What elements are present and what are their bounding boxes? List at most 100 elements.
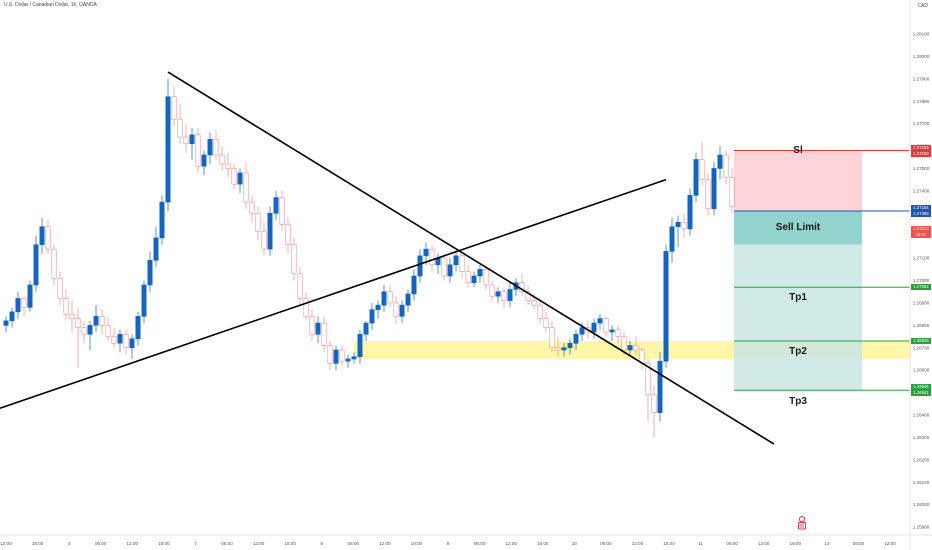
candle-body bbox=[459, 255, 465, 272]
x-tick-label: 06:00 bbox=[348, 541, 360, 546]
candle-body bbox=[663, 251, 669, 362]
currency-label: CAD bbox=[917, 3, 928, 9]
candle-body bbox=[321, 322, 327, 346]
x-tick-label: 06:00 bbox=[95, 541, 107, 546]
candle-body bbox=[717, 154, 723, 169]
candle-body bbox=[627, 345, 633, 351]
candle-body bbox=[297, 273, 303, 299]
candle-body bbox=[195, 134, 201, 167]
candle-body bbox=[687, 195, 693, 230]
candle-body bbox=[279, 197, 285, 225]
x-tick-label: 12:00 bbox=[127, 541, 139, 546]
y-tick-label: 1.27400 bbox=[913, 188, 930, 193]
chart-title: U.S. Dollar / Canadian Dollar, 1h, OANDA bbox=[4, 2, 97, 8]
candle-body bbox=[165, 96, 171, 203]
x-tick-label: 18:00 bbox=[663, 541, 675, 546]
candle-body bbox=[93, 316, 99, 326]
candle-body bbox=[153, 237, 159, 261]
time-axis[interactable]: 12:00 18:00 4 06:00 12:00 18:00 7 06:00 12:00 18:… bbox=[0, 534, 932, 546]
x-tick-label: 18:00 bbox=[790, 541, 802, 546]
y-tick-label: 1.27500 bbox=[913, 166, 930, 171]
candle-body bbox=[405, 293, 411, 306]
candle-body bbox=[237, 172, 243, 185]
x-tick-label: 14 bbox=[824, 541, 830, 546]
candle-body bbox=[63, 298, 69, 315]
candle-body bbox=[471, 275, 477, 284]
y-tick-label: 1.26700 bbox=[913, 345, 930, 350]
candle-body bbox=[225, 163, 231, 169]
x-tick-label: 8 bbox=[320, 541, 323, 546]
candle-body bbox=[21, 298, 27, 308]
candle-body bbox=[711, 168, 717, 210]
x-tick-label: 7 bbox=[194, 541, 197, 546]
candle-body bbox=[357, 333, 363, 357]
y-tick-label: 1.26600 bbox=[913, 368, 930, 373]
x-tick-label: 12:00 bbox=[379, 541, 391, 546]
candle-body bbox=[699, 159, 705, 180]
sell-limit-label: Sell Limit bbox=[775, 221, 821, 233]
candle-body bbox=[315, 322, 321, 335]
tradingview-logo-icon[interactable] bbox=[796, 516, 808, 530]
candle-body bbox=[483, 268, 489, 286]
candle-body bbox=[291, 244, 297, 275]
candle-body bbox=[27, 284, 33, 308]
candle-body bbox=[99, 316, 105, 326]
price-tag-entry: 1.27399 bbox=[911, 211, 931, 218]
y-tick-label: 1.28000 bbox=[913, 54, 930, 59]
candle-body bbox=[489, 284, 495, 297]
y-tick-label: 1.26000 bbox=[913, 502, 930, 507]
candle-body bbox=[675, 221, 681, 228]
x-tick-label: 18:00 bbox=[537, 541, 549, 546]
y-tick-label: 1.26200 bbox=[913, 457, 930, 462]
candle-body bbox=[579, 327, 585, 335]
candle-body bbox=[81, 327, 87, 335]
tp3-label: Tp3 bbox=[789, 396, 807, 408]
candle-body bbox=[705, 179, 711, 210]
stop-loss-label: Sl bbox=[793, 144, 803, 156]
x-tick-label: 18:00 bbox=[284, 541, 296, 546]
candle-body bbox=[75, 318, 81, 328]
target-zone bbox=[734, 244, 862, 391]
candle-body bbox=[477, 268, 483, 277]
price-tag-target: 1.26541 bbox=[911, 390, 931, 397]
y-tick-label: 1.27800 bbox=[913, 99, 930, 104]
candle-body bbox=[243, 172, 249, 203]
x-tick-label: 06:00 bbox=[726, 541, 738, 546]
candle-body bbox=[369, 309, 375, 324]
price-axis[interactable]: 1.281001.280001.279001.278001.277001.276… bbox=[909, 0, 930, 550]
candle-body bbox=[381, 291, 387, 306]
candle-body bbox=[261, 230, 267, 250]
candle-body bbox=[141, 284, 147, 317]
trend-lines[interactable] bbox=[0, 71, 775, 445]
candle-body bbox=[345, 358, 351, 362]
x-tick-label: 9 bbox=[447, 541, 450, 546]
candle-body bbox=[249, 201, 255, 214]
candle-body bbox=[561, 347, 567, 351]
x-tick-label: 12:00 bbox=[0, 541, 12, 546]
candle-body bbox=[537, 304, 543, 319]
candle-body bbox=[453, 255, 459, 266]
candle-body bbox=[549, 327, 555, 349]
price-tag-entry: 1.27164 bbox=[911, 205, 931, 212]
x-tick-label: 18:00 bbox=[158, 541, 170, 546]
x-tick-label: 4 bbox=[68, 541, 71, 546]
candle-body bbox=[531, 300, 537, 306]
candle-body bbox=[117, 333, 123, 344]
candle-body bbox=[231, 168, 237, 185]
candle-body bbox=[573, 333, 579, 344]
candle-body bbox=[567, 342, 573, 349]
candle-body bbox=[591, 322, 597, 333]
x-tick-label: 18:00 bbox=[411, 541, 423, 546]
x-tick-label: 06:00 bbox=[853, 541, 865, 546]
tp1-label: Tp1 bbox=[789, 292, 807, 304]
candle-body bbox=[207, 139, 213, 156]
x-tick-label: 06:00 bbox=[221, 541, 233, 546]
candle-body bbox=[45, 226, 51, 250]
candle-body bbox=[693, 159, 699, 196]
y-tick-label: 1.26100 bbox=[913, 480, 930, 485]
candle-body bbox=[123, 333, 129, 349]
candle-body bbox=[525, 291, 531, 301]
candle-body bbox=[327, 345, 333, 364]
